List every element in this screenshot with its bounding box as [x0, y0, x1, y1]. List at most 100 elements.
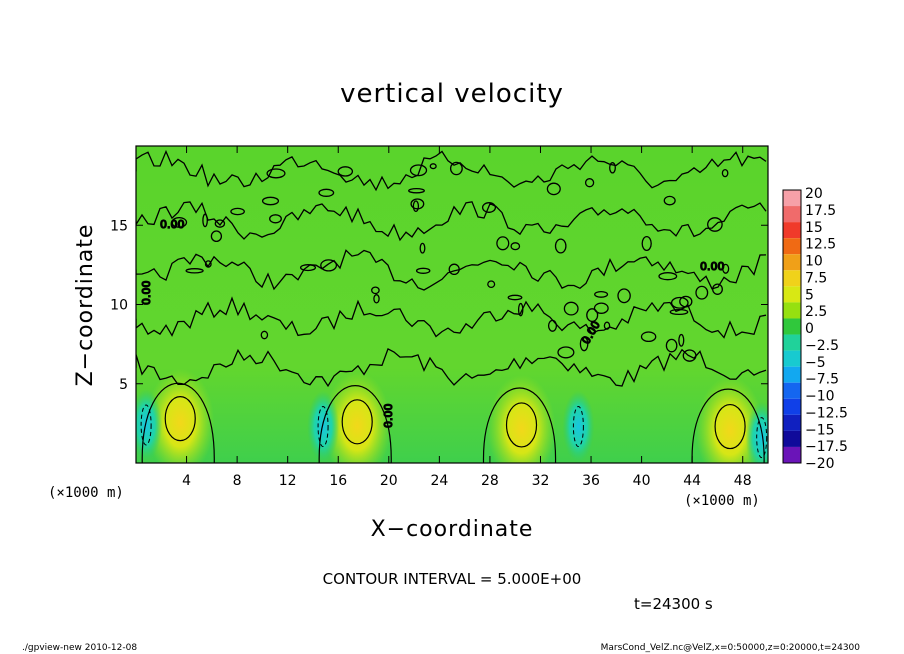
- small-contour-loop: [609, 162, 616, 174]
- chart-title: vertical velocity: [340, 79, 564, 109]
- small-contour-loop: [449, 161, 463, 176]
- x-tick-label: 16: [329, 473, 347, 489]
- small-contour-loop: [695, 285, 709, 300]
- x-tick-label: 12: [279, 473, 297, 489]
- colorbar-swatch: [783, 190, 801, 207]
- colorbar-swatch: [783, 302, 801, 319]
- zero-contour: [691, 388, 765, 463]
- time-label: t=24300 s: [634, 595, 713, 613]
- small-contour-loop: [665, 338, 678, 353]
- zero-contour: [482, 387, 557, 463]
- small-contour-loop: [419, 242, 426, 254]
- small-contour-loop: [412, 200, 420, 213]
- small-contour-loop: [679, 295, 693, 308]
- x-axis-label: X−coordinate: [371, 517, 534, 542]
- small-contour-loop: [670, 296, 689, 309]
- x-tick-label: 4: [182, 473, 191, 489]
- x-tick-label: 24: [430, 473, 448, 489]
- small-contour-loop: [299, 264, 317, 272]
- zero-contour: [318, 385, 392, 463]
- small-contour-loop: [507, 294, 523, 301]
- contour-value-label: 0.00: [160, 218, 185, 231]
- footer-right: MarsCond_VelZ.nc@VelZ,x=0:50000,z=0:2000…: [601, 643, 861, 653]
- small-contour-loop: [373, 294, 380, 304]
- small-contour-loop: [337, 166, 354, 177]
- small-contour-loop: [658, 272, 678, 281]
- colorbar-swatch: [783, 238, 801, 255]
- x-tick-label: 28: [481, 473, 499, 489]
- colorbar-frame: [782, 189, 802, 464]
- colorbar-swatch: [783, 206, 801, 223]
- x-unit-right: (×1000 m): [684, 493, 760, 509]
- small-contour-loop: [584, 178, 595, 188]
- x-unit-left: (×1000 m): [48, 485, 124, 501]
- plot-area: 0.000.000.000.000.00: [136, 146, 768, 463]
- small-contour-loop: [554, 238, 567, 254]
- x-tick-label: 20: [380, 473, 398, 489]
- x-tick-label: 32: [532, 473, 550, 489]
- small-contour-loop: [171, 216, 188, 228]
- colorbar-swatch: [783, 270, 801, 287]
- small-contour-loop: [712, 283, 723, 295]
- downdraft-region: [136, 388, 163, 461]
- colorbar-label: −20: [805, 456, 835, 472]
- colorbar-swatch: [783, 222, 801, 239]
- colorbar-label: −12.5: [805, 405, 848, 421]
- small-contour-loop: [594, 290, 609, 298]
- small-contour-loop: [214, 219, 226, 228]
- small-contour-loop: [678, 333, 685, 347]
- small-contour-loop: [586, 308, 599, 323]
- small-contour-loop: [593, 302, 609, 314]
- small-contour-loop: [663, 195, 676, 206]
- downdraft-contour: [572, 406, 584, 448]
- colorbar-label: 2.5: [805, 304, 827, 320]
- small-contour-loop: [371, 286, 380, 295]
- downdraft-region: [562, 390, 595, 463]
- colorbar-label: 0: [805, 321, 814, 337]
- small-contour-loop: [707, 217, 723, 232]
- zero-contour: [141, 382, 215, 463]
- small-contour-loop: [202, 213, 208, 228]
- colorbar-label: −5: [805, 355, 826, 371]
- small-contour-loop: [410, 198, 425, 210]
- downdraft-region: [745, 401, 768, 463]
- small-contour-loop: [266, 168, 286, 179]
- zero-contour: [136, 296, 767, 339]
- field-background: [136, 146, 768, 463]
- colorbar-label: 7.5: [805, 270, 827, 286]
- colorbar-label: −7.5: [805, 372, 839, 388]
- small-contour-loop: [547, 319, 558, 332]
- contour-interval: CONTOUR INTERVAL = 5.000E+00: [323, 570, 582, 588]
- y-tick-label: 10: [110, 298, 128, 314]
- zero-contour: [136, 149, 767, 192]
- footer-left: ./gpview-new 2010-12-08: [22, 643, 137, 653]
- small-contour-loop: [318, 188, 335, 197]
- contour-value-label: 0.00: [700, 260, 725, 273]
- downdraft-contour: [140, 404, 152, 446]
- small-contour-loop: [557, 346, 575, 359]
- colorbar-swatch: [783, 334, 801, 351]
- small-contour-loop: [210, 230, 223, 243]
- small-contour-loop: [669, 308, 689, 316]
- x-tick-label: 36: [582, 473, 600, 489]
- small-contour-loop: [546, 182, 561, 196]
- downdraft-contour: [756, 417, 768, 459]
- updraft-region: [146, 368, 215, 463]
- small-contour-loop: [487, 280, 496, 289]
- colorbar-label: 12.5: [805, 237, 836, 253]
- colorbar-label: 17.5: [805, 203, 836, 219]
- updraft-region: [487, 374, 556, 463]
- updraft-contour: [164, 396, 196, 442]
- colorbar-swatch: [783, 398, 801, 415]
- small-contour-loop: [185, 268, 204, 274]
- x-tick-label: 48: [734, 473, 752, 489]
- small-contour-loop: [481, 202, 497, 213]
- small-contour-loop: [603, 321, 611, 330]
- updraft-contour: [714, 403, 746, 450]
- updraft-contour: [341, 399, 373, 445]
- small-contour-loop: [641, 235, 652, 252]
- colorbar-swatch: [783, 366, 801, 383]
- updraft-contour: [505, 402, 538, 448]
- small-contour-loop: [517, 302, 524, 317]
- colorbar-label: 5: [805, 287, 814, 303]
